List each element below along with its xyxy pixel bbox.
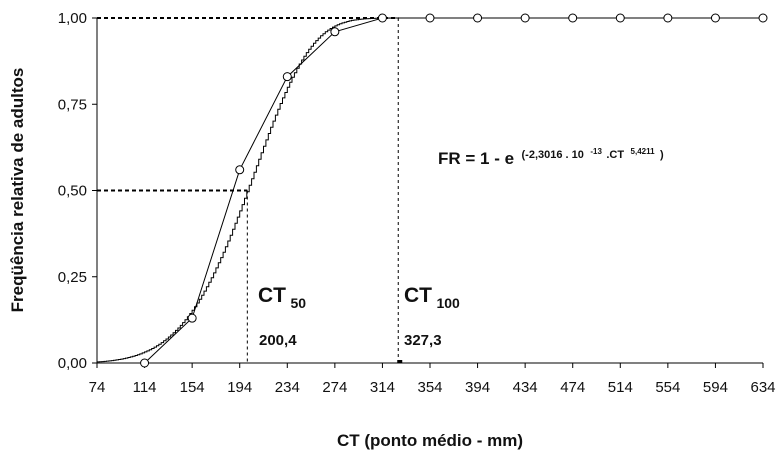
- observed-points: [140, 13, 768, 368]
- x-axis-title: CT (ponto médio - mm): [337, 431, 523, 450]
- model-equation: FR = 1 - e (-2,3016 . 10 -13 .CT 5,4211 …: [438, 141, 664, 168]
- ct100-value: 327,3: [404, 332, 442, 349]
- y-tick-label: 1,00: [58, 10, 87, 27]
- observed-point: [568, 13, 578, 23]
- observed-point: [187, 313, 197, 323]
- ct50-label-subscript: 50: [290, 295, 306, 311]
- y-tick-label: 0,50: [58, 183, 87, 200]
- observed-point: [758, 13, 768, 23]
- ct100-label-subscript: 100: [436, 295, 460, 311]
- x-tick-label: 354: [417, 379, 442, 396]
- plot-area: 0,00 0,25 0,50 0,75 1,00 74 114 154 194 234 274 31…: [58, 10, 776, 396]
- observed-series-line: [144, 17, 763, 364]
- observed-point: [520, 13, 530, 23]
- ct100-label: CT 100: [404, 284, 460, 311]
- observed-point: [710, 13, 720, 23]
- x-tick-label: 74: [89, 379, 106, 396]
- ct100-label-main: CT: [404, 284, 432, 307]
- x-tick-label: 114: [133, 379, 157, 396]
- x-tick-label: 274: [322, 379, 347, 396]
- x-tick-label: 554: [655, 379, 680, 396]
- observed-point: [615, 13, 625, 23]
- x-tick-label: 314: [370, 379, 395, 396]
- y-axis-ticks: 0,00 0,25 0,50 0,75 1,00: [58, 10, 97, 372]
- observed-point: [473, 13, 483, 23]
- observed-point: [425, 13, 435, 23]
- observed-point: [282, 72, 292, 82]
- y-axis-title: Freqüência relativa de adultos: [8, 68, 27, 313]
- x-tick-label: 514: [608, 379, 633, 396]
- x-tick-label: 634: [750, 379, 775, 396]
- ct100-axis-marker: [397, 360, 403, 363]
- observed-point: [330, 27, 340, 37]
- ct50-label: CT 50: [258, 284, 306, 311]
- equation-close: ): [660, 149, 664, 161]
- ct50-label-main: CT: [258, 284, 286, 307]
- equation-exponent-tail: .CT: [606, 149, 624, 161]
- x-tick-label: 594: [703, 379, 728, 396]
- observed-point: [663, 13, 673, 23]
- x-tick-label: 394: [465, 379, 490, 396]
- observed-point: [140, 358, 150, 368]
- reference-lines: [97, 17, 403, 363]
- ct50-value: 200,4: [259, 332, 297, 349]
- observed-point: [235, 165, 245, 175]
- x-axis-ticks: 74 114 154 194 234 274 314 354 394 434 474 514 554 59…: [89, 363, 776, 396]
- y-tick-label: 0,25: [58, 269, 87, 286]
- equation-ct-power: 5,4211: [631, 147, 656, 156]
- equation-exponent: (-2,3016 . 10: [522, 149, 584, 161]
- y-tick-label: 0,75: [58, 96, 87, 113]
- observed-point: [377, 13, 387, 23]
- x-tick-label: 154: [180, 379, 205, 396]
- x-tick-label: 194: [227, 379, 252, 396]
- x-tick-label: 434: [513, 379, 538, 396]
- y-tick-label: 0,00: [58, 355, 87, 372]
- equation-power: -13: [590, 147, 602, 156]
- equation-prefix: FR = 1 - e: [438, 149, 514, 168]
- x-tick-label: 234: [275, 379, 300, 396]
- x-tick-label: 474: [560, 379, 585, 396]
